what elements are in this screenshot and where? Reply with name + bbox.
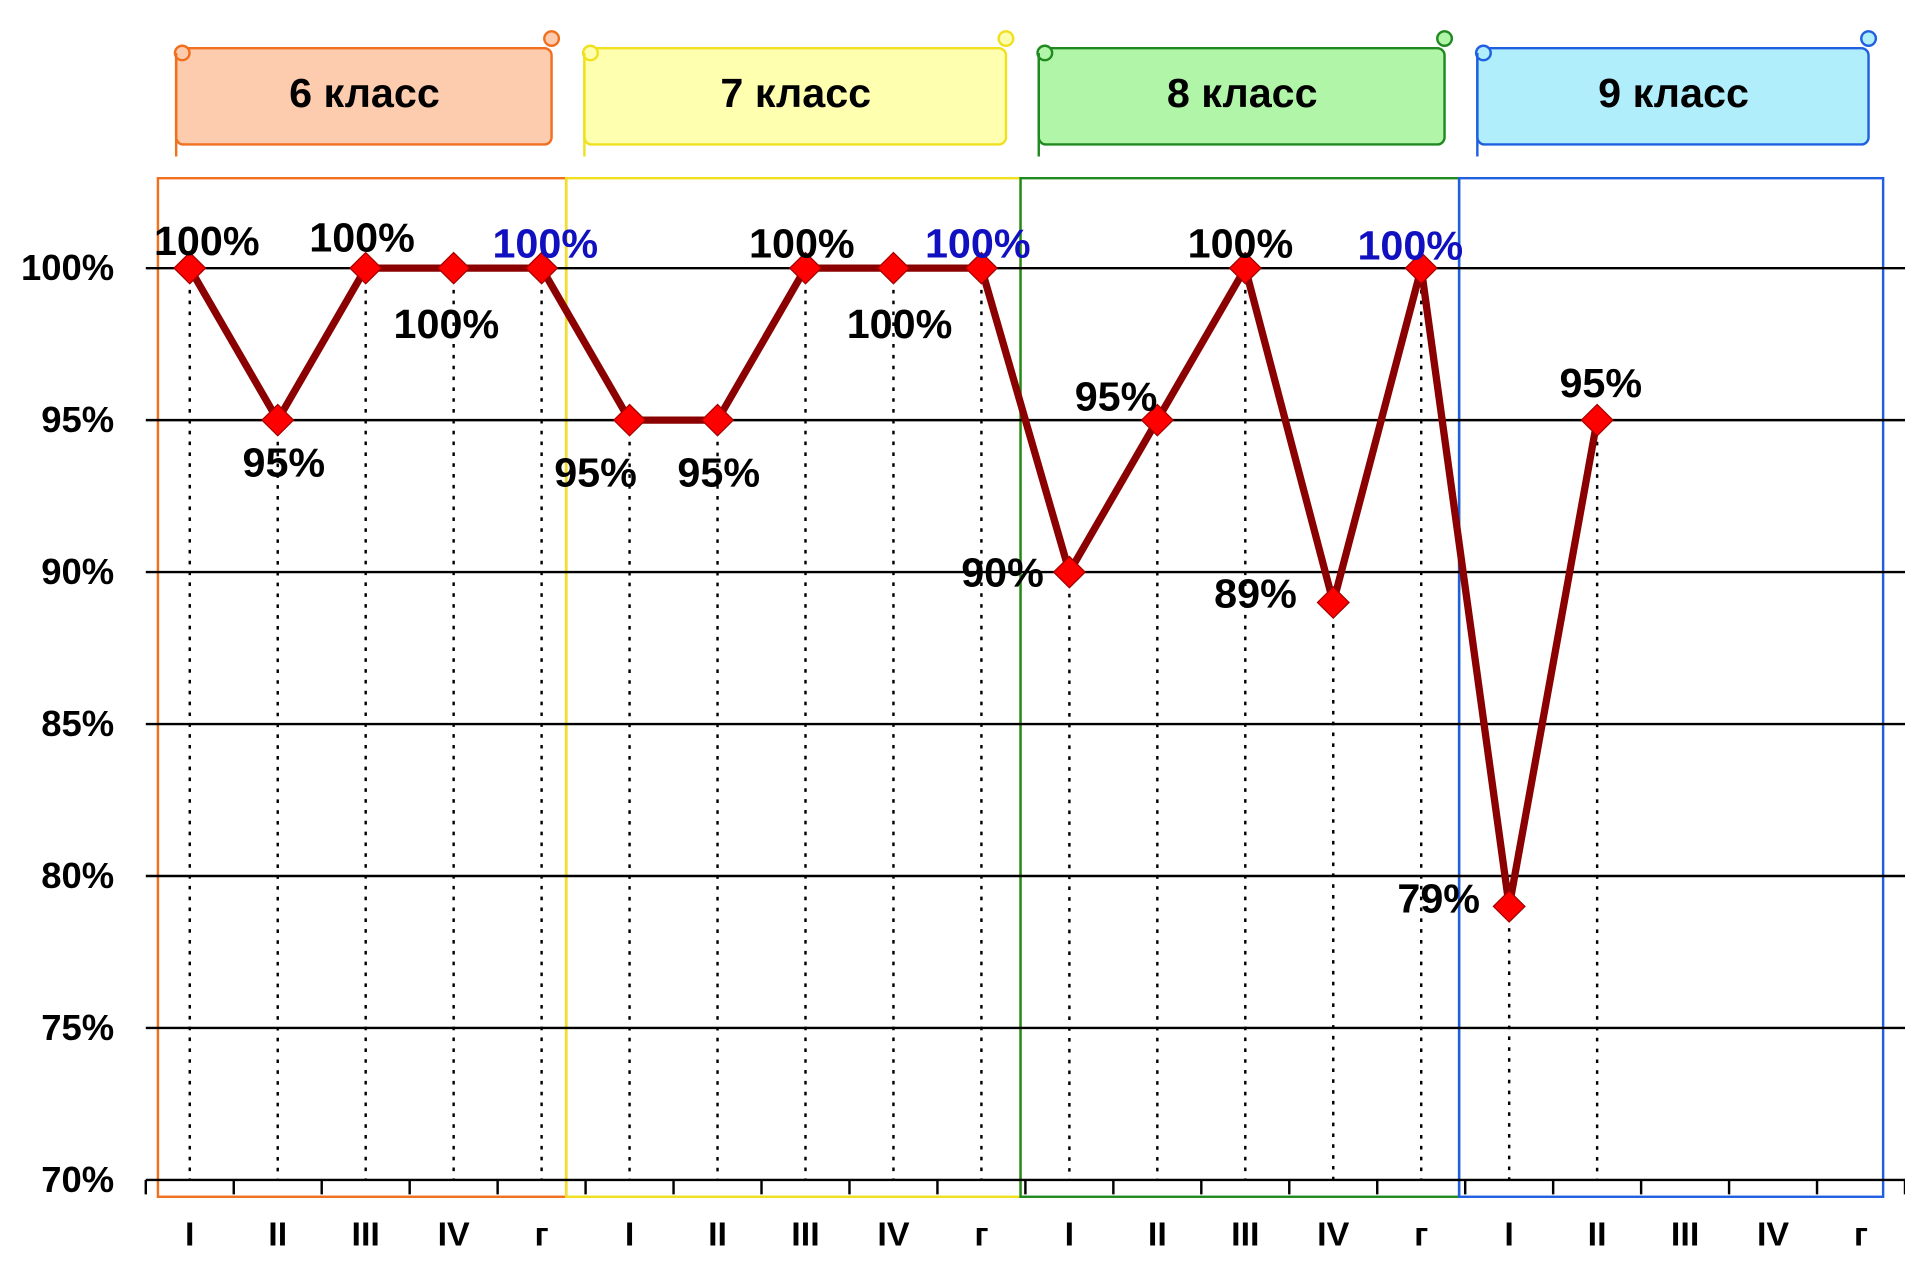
group-title: 6 класс bbox=[289, 70, 440, 116]
marker bbox=[1492, 889, 1526, 923]
marker bbox=[436, 251, 471, 285]
marker bbox=[173, 251, 207, 285]
data-label: 100% bbox=[394, 301, 500, 347]
group-frame bbox=[564, 176, 1022, 1198]
data-label: 79% bbox=[1397, 876, 1480, 922]
x-tick-label: III bbox=[352, 1216, 380, 1254]
marker bbox=[524, 251, 559, 285]
data-label: 95% bbox=[242, 440, 325, 486]
data-label: 100% bbox=[309, 214, 415, 260]
x-tick-label: I bbox=[1065, 1216, 1074, 1254]
x-tick-label: г bbox=[1854, 1216, 1868, 1254]
marker bbox=[788, 251, 823, 285]
x-tick-label: IV bbox=[438, 1216, 471, 1254]
x-tick-label: I bbox=[185, 1216, 194, 1254]
x-tick-label: III bbox=[791, 1216, 819, 1254]
x-tick-label: II bbox=[1148, 1216, 1167, 1254]
data-label: 100% bbox=[1188, 220, 1294, 266]
data-label: 100% bbox=[847, 301, 953, 347]
x-tick-label: IV bbox=[1757, 1216, 1790, 1254]
y-tick-label: 90% bbox=[41, 551, 114, 592]
scroll-curl bbox=[543, 30, 561, 47]
x-tick-label: II bbox=[268, 1216, 287, 1254]
data-label: 100% bbox=[154, 218, 260, 264]
data-label: 89% bbox=[1214, 570, 1297, 616]
x-tick-label: г bbox=[974, 1216, 988, 1254]
marker bbox=[1316, 585, 1350, 619]
data-label: 95% bbox=[554, 449, 637, 495]
data-label: 100% bbox=[925, 220, 1031, 266]
data-label: 95% bbox=[677, 449, 760, 495]
group-frame bbox=[1457, 176, 1885, 1198]
marker bbox=[1228, 251, 1262, 285]
data-label: 100% bbox=[1357, 223, 1463, 269]
x-tick-label: II bbox=[1588, 1216, 1607, 1254]
x-tick-label: I bbox=[625, 1216, 634, 1254]
y-tick-label: 85% bbox=[41, 703, 114, 744]
scroll-curl bbox=[997, 30, 1015, 47]
data-label: 95% bbox=[1075, 374, 1158, 420]
x-tick-label: IV bbox=[877, 1216, 910, 1254]
marker bbox=[1140, 403, 1174, 437]
data-label: 100% bbox=[492, 220, 598, 266]
group-frame bbox=[1019, 176, 1461, 1198]
group-title: 8 класс bbox=[1167, 70, 1318, 116]
marker bbox=[349, 251, 383, 285]
scroll-curl bbox=[1436, 30, 1454, 47]
x-tick-label: IV bbox=[1317, 1216, 1350, 1254]
marker bbox=[876, 251, 911, 285]
marker bbox=[261, 403, 295, 437]
marker bbox=[1404, 251, 1438, 285]
group-title: 7 класс bbox=[720, 70, 871, 116]
marker bbox=[1052, 555, 1087, 589]
group-frame bbox=[156, 176, 568, 1198]
data-label: 95% bbox=[1559, 360, 1642, 406]
x-tick-label: III bbox=[1671, 1216, 1699, 1254]
x-tick-label: II bbox=[708, 1216, 727, 1254]
marker bbox=[964, 251, 999, 285]
y-tick-label: 95% bbox=[41, 399, 114, 440]
x-tick-label: г bbox=[535, 1216, 549, 1254]
scroll-curl bbox=[1860, 30, 1878, 47]
x-tick-label: III bbox=[1231, 1216, 1259, 1254]
y-tick-label: 70% bbox=[41, 1159, 114, 1200]
y-tick-label: 100% bbox=[21, 247, 114, 288]
x-tick-label: I bbox=[1504, 1216, 1513, 1254]
y-tick-label: 75% bbox=[41, 1007, 114, 1048]
y-tick-label: 80% bbox=[41, 855, 114, 896]
marker bbox=[700, 403, 735, 437]
data-label: 100% bbox=[749, 220, 855, 266]
x-tick-label: г bbox=[1414, 1216, 1428, 1254]
marker bbox=[612, 403, 647, 437]
data-label: 90% bbox=[961, 550, 1044, 596]
group-title: 9 класс bbox=[1598, 70, 1749, 116]
marker bbox=[1580, 403, 1614, 437]
